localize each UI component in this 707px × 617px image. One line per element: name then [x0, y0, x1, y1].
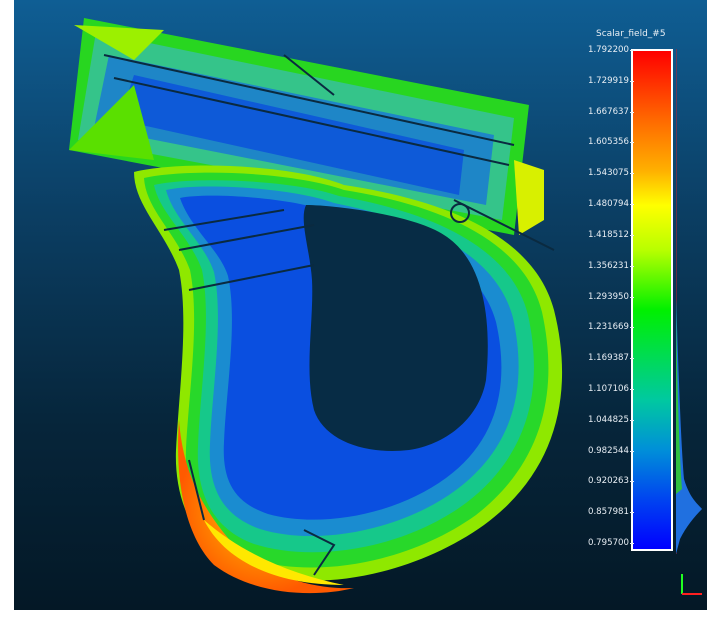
- scalar-tick-label: 1.729919: [581, 76, 634, 86]
- scalar-tick-label: 1.107106: [581, 384, 634, 394]
- scalar-tick-label: 0.795700: [581, 538, 634, 548]
- scalar-tick-label: 1.667637: [581, 107, 634, 117]
- scalar-tick-label: 1.356231: [581, 261, 634, 271]
- ring-hole: [303, 205, 488, 451]
- cloud-features: [103, 54, 555, 576]
- scalar-tick-label: 0.982544: [581, 446, 634, 456]
- color-scale-bar: [631, 49, 673, 551]
- axis-tripod-icon: [681, 574, 702, 595]
- scalar-tick-label: 1.480794: [581, 199, 634, 209]
- ring-high-edge: [178, 420, 354, 594]
- 3d-viewport[interactable]: Scalar_field_#5 1.792200 1.729919 1.667637…: [14, 0, 707, 610]
- scalar-histogram: [676, 49, 702, 554]
- scalar-tick-label: 1.605356: [581, 137, 634, 147]
- scalar-tick-label: 1.543075: [581, 168, 634, 178]
- scalar-tick-label: 1.169387: [581, 353, 634, 363]
- scalar-tick-label: 1.231669: [581, 322, 634, 332]
- scalar-tick-label: 0.920263: [581, 476, 634, 486]
- scalar-tick-label: 0.857981: [581, 507, 634, 517]
- scalar-tick-label: 1.044825: [581, 415, 634, 425]
- scalar-tick-label: 1.792200: [581, 45, 634, 55]
- scalar-tick-label: 1.293950: [581, 292, 634, 302]
- point-cloud[interactable]: [14, 0, 707, 610]
- scalar-tick-label: 1.418512: [581, 230, 634, 240]
- scalar-field-title: Scalar_field_#5: [596, 29, 666, 39]
